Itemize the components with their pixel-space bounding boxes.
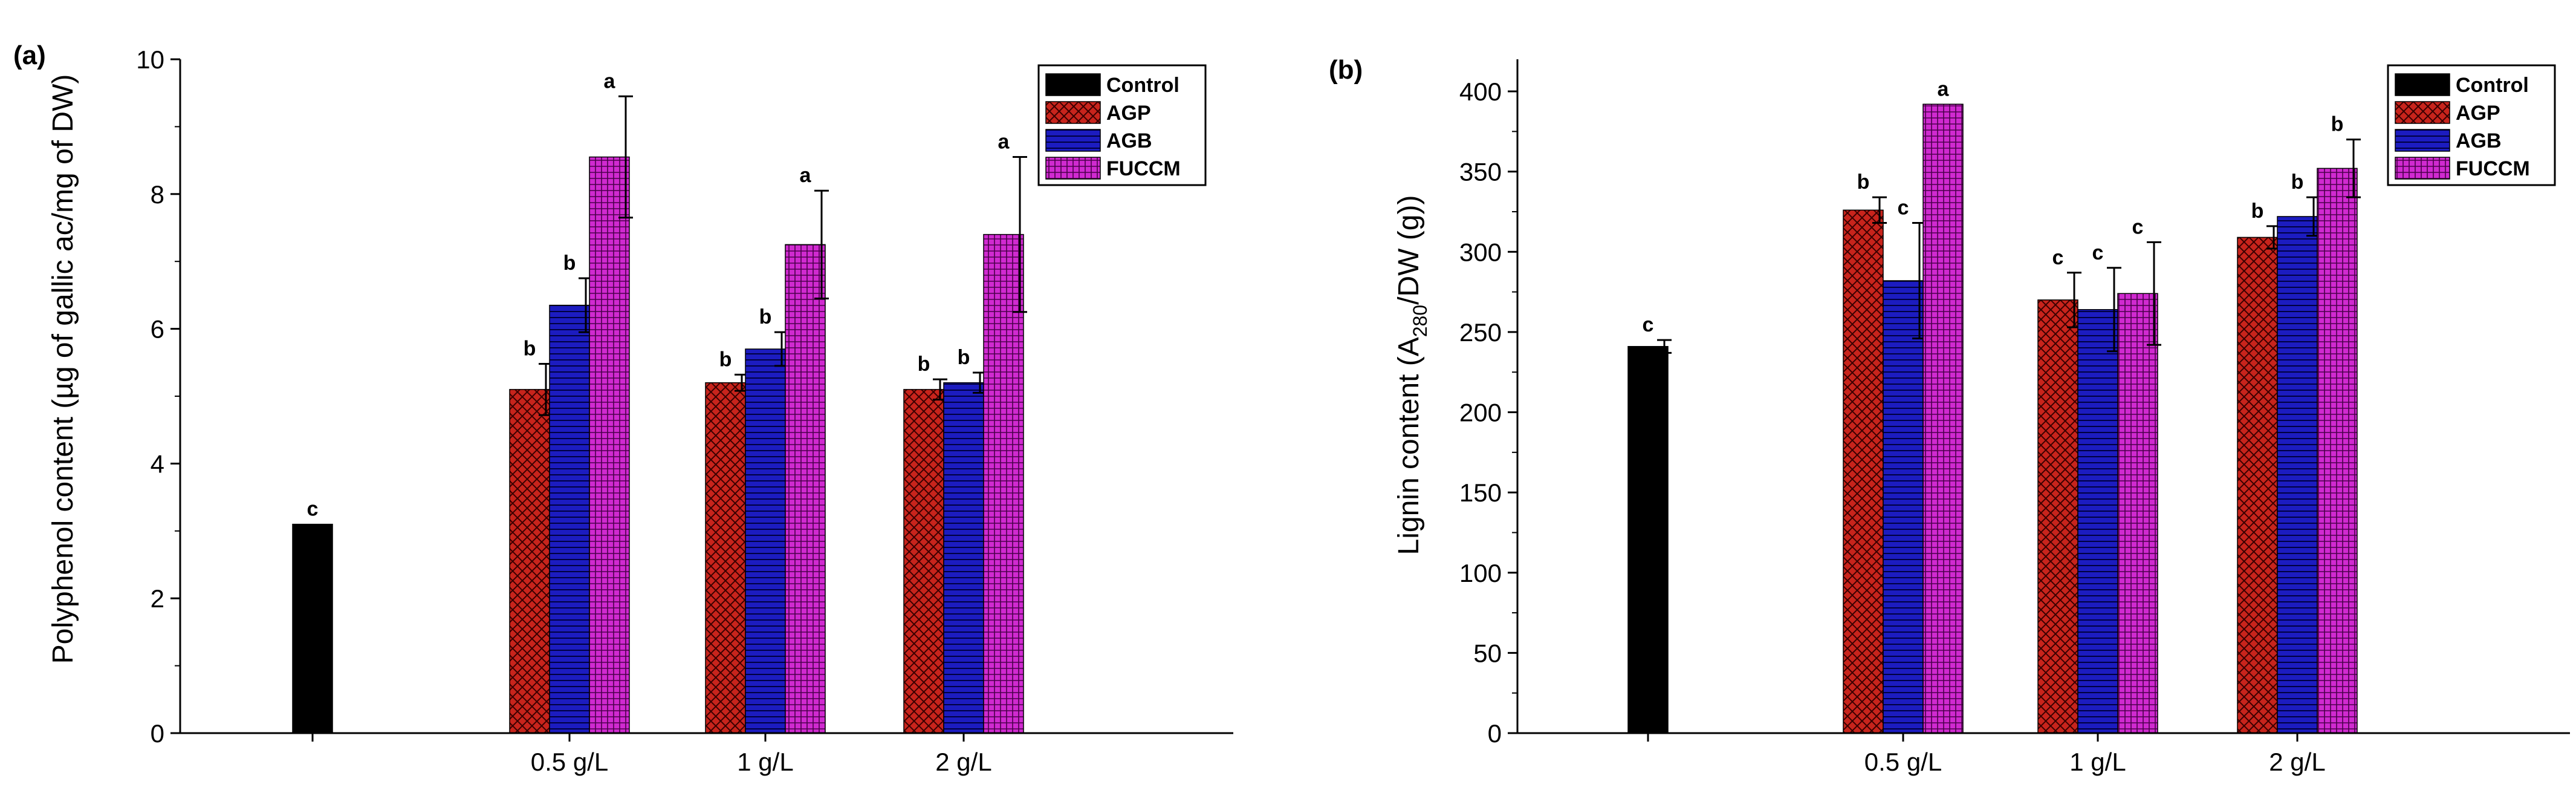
bar-agp bbox=[705, 382, 746, 734]
y-tick-label: 4 bbox=[151, 449, 164, 478]
legend-swatch-agb bbox=[2395, 129, 2450, 152]
bar-fuccm bbox=[785, 244, 826, 734]
bar-agp bbox=[2237, 237, 2278, 734]
significance-letter: a bbox=[800, 164, 812, 187]
y-tick-label: 150 bbox=[1459, 478, 1502, 507]
chart-marks: c b b a b b a b b a bbox=[292, 70, 1027, 734]
legend-label-agp: AGP bbox=[2456, 102, 2500, 125]
significance-letter: c bbox=[1643, 313, 1654, 336]
significance-letter: b bbox=[2251, 200, 2264, 223]
legend-swatch-agb bbox=[1045, 129, 1101, 152]
bar-fuccm bbox=[983, 233, 1024, 734]
axes: 0 50 100 150 200 250 300 350 400 0.5 g/L 1 g/L 2 g/… bbox=[1459, 59, 2570, 776]
significance-letter: b bbox=[2291, 171, 2304, 194]
legend-swatch-fuccm bbox=[1045, 157, 1101, 180]
y-tick-label: 0 bbox=[151, 719, 164, 748]
bar-agp bbox=[509, 389, 550, 734]
bar-agb bbox=[1883, 280, 1924, 734]
significance-letter: c bbox=[2132, 215, 2144, 238]
y-tick-label: 10 bbox=[136, 45, 164, 74]
significance-letter: b bbox=[918, 353, 930, 376]
significance-letter: b bbox=[2331, 113, 2344, 136]
x-tick-label: 2 g/L bbox=[935, 748, 991, 776]
y-tick-label: 2 bbox=[151, 584, 164, 613]
x-tick-label: 2 g/L bbox=[2269, 748, 2325, 776]
legend-label-agp: AGP bbox=[1106, 102, 1151, 125]
legend-label-fuccm: FUCCM bbox=[1106, 157, 1181, 180]
y-tick-label: 200 bbox=[1459, 399, 1502, 427]
y-tick-label: 50 bbox=[1473, 639, 1502, 667]
bar-agb bbox=[549, 304, 590, 734]
y-tick-label: 250 bbox=[1459, 318, 1502, 347]
legend-swatch-agp bbox=[1045, 101, 1101, 124]
bar-agp bbox=[1843, 209, 1884, 734]
significance-letter: b bbox=[719, 348, 732, 371]
significance-letter: b bbox=[759, 305, 772, 328]
bar-agb bbox=[2277, 216, 2318, 734]
bar-fuccm bbox=[1922, 103, 1964, 734]
legend-swatch-control bbox=[1045, 73, 1101, 96]
legend-swatch-agp bbox=[2395, 101, 2450, 124]
significance-letter: c bbox=[2052, 246, 2064, 269]
legend-swatch-fuccm bbox=[2395, 157, 2450, 180]
significance-letter: b bbox=[563, 252, 576, 275]
panel-label: (a) bbox=[13, 41, 46, 70]
bar-fuccm bbox=[589, 156, 630, 734]
y-axis-label-main: Lignin content (A bbox=[1393, 337, 1425, 555]
significance-letter: b bbox=[958, 346, 970, 369]
bar-control bbox=[1627, 346, 1669, 734]
y-axis-label-sub: 280 bbox=[1409, 305, 1431, 337]
y-tick-label: 6 bbox=[151, 315, 164, 344]
bar-agp bbox=[2037, 299, 2078, 734]
bar-agb bbox=[943, 382, 984, 734]
y-axis-label: Lignin content (A280/DW (g)) bbox=[1393, 195, 1431, 555]
significance-letter: c bbox=[1898, 197, 1909, 220]
significance-letter: b bbox=[524, 338, 536, 361]
y-tick-label: 350 bbox=[1459, 158, 1502, 186]
significance-letter: a bbox=[998, 131, 1010, 154]
y-tick-label: 100 bbox=[1459, 559, 1502, 587]
legend-label-agb: AGB bbox=[1106, 129, 1152, 152]
legend-label-fuccm: FUCCM bbox=[2456, 157, 2530, 180]
chart-marks: c b c a c c c b b b bbox=[1627, 77, 2361, 734]
y-tick-label: 300 bbox=[1459, 238, 1502, 266]
panel-a: (a) Polyphenol content (µg of gallic ac/… bbox=[13, 41, 1233, 776]
y-axis-label: Polyphenol content (µg of gallic ac/mg o… bbox=[47, 74, 79, 664]
y-axis-label-tail: /DW (g)) bbox=[1393, 195, 1425, 305]
legend-swatch-control bbox=[2395, 73, 2450, 96]
y-tick-label: 0 bbox=[1488, 719, 1502, 748]
axes: 0 2 4 6 8 10 0.5 g/L 1 g/L 2 g/L bbox=[136, 45, 1233, 776]
x-tick-label: 0.5 g/L bbox=[531, 748, 608, 776]
significance-letter: a bbox=[1938, 77, 1950, 100]
bar-agb bbox=[2077, 309, 2118, 734]
significance-letter: c bbox=[2092, 241, 2104, 264]
bar-agp bbox=[903, 389, 944, 734]
legend-label-agb: AGB bbox=[2456, 129, 2502, 152]
bar-control bbox=[292, 523, 333, 734]
bar-fuccm bbox=[2317, 168, 2358, 734]
x-tick-label: 1 g/L bbox=[2069, 748, 2126, 776]
x-tick-label: 0.5 g/L bbox=[1864, 748, 1942, 776]
legend: Control AGP AGB FUCCM bbox=[1037, 64, 1207, 186]
significance-letter: a bbox=[604, 70, 616, 93]
significance-letter: c bbox=[307, 498, 319, 521]
bar-agb bbox=[745, 348, 786, 734]
significance-letter: b bbox=[1857, 171, 1870, 194]
y-tick-label: 8 bbox=[151, 180, 164, 209]
bar-fuccm bbox=[2117, 293, 2158, 734]
legend: Control AGP AGB FUCCM bbox=[2387, 64, 2556, 186]
y-tick-label: 400 bbox=[1459, 77, 1502, 106]
legend-label-control: Control bbox=[1106, 74, 1179, 97]
panel-label: (b) bbox=[1329, 55, 1363, 85]
legend-label-control: Control bbox=[2456, 74, 2529, 97]
x-tick-label: 1 g/L bbox=[737, 748, 793, 776]
